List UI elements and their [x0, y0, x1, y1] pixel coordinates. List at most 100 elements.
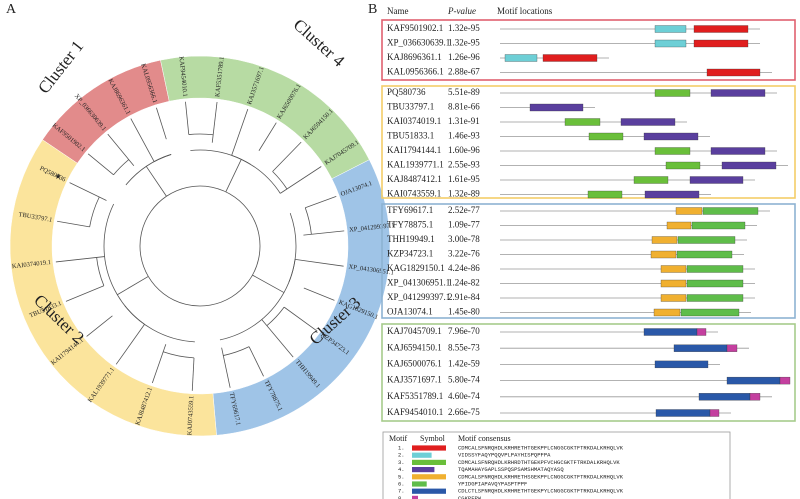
p-value: 4.60e-74 [448, 391, 480, 401]
motif-block [698, 393, 751, 401]
branch [258, 122, 277, 151]
sequence-name: TBU51833.1 [387, 131, 434, 141]
branch-arc [139, 195, 167, 277]
motif-block [633, 176, 669, 184]
branch-arc [163, 351, 195, 359]
motif-consensus: VIDSSYFAQYPQQVPLPAYHISPQPFPA [458, 452, 551, 459]
p-value: 5.80e-74 [448, 375, 480, 385]
motif-block [680, 308, 740, 317]
motif-block [660, 265, 687, 273]
sequence-name: THH19949.1 [387, 234, 435, 244]
motif-block [689, 176, 744, 184]
branch-arc [231, 154, 251, 165]
motif-block [654, 360, 709, 369]
branch-arc [103, 203, 195, 343]
p-value: 1.46e-93 [448, 131, 480, 141]
branch [185, 101, 190, 135]
branch [151, 344, 167, 384]
sequence-name: KAL0956366.1 [387, 67, 444, 77]
motif-consensus: CGKPFPW [458, 495, 482, 499]
motif-symbol [412, 445, 446, 451]
motif-consensus: CDMCALSFNRQHDLKRHRDTHTGEKPFVCHGCGKTFTRKD… [458, 459, 620, 466]
motif-consensus: TQAMAHAYGAPLSSPQSPSAMSHMATAQYASQ [458, 466, 564, 473]
p-value: 1.31e-91 [448, 116, 480, 126]
branch [117, 276, 149, 296]
motif-block [686, 279, 744, 288]
branch [65, 285, 105, 302]
sequence-name: XP_041299397.1 [387, 292, 450, 302]
motif-consensus: YPIDGPIAPAVQYPASPTPPF [458, 480, 527, 487]
branch [225, 159, 242, 193]
p-value: 2.66e-75 [448, 407, 480, 417]
cluster-band [160, 55, 370, 180]
sequence-name: KAI0374019.1 [387, 116, 441, 126]
motif-block [654, 147, 691, 155]
branch [272, 141, 302, 172]
p-value: 1.24e-82 [448, 278, 480, 288]
motif-block [696, 328, 707, 336]
p-value: 1.42e-59 [448, 358, 480, 368]
motif-block [654, 39, 687, 48]
motif-block [665, 161, 701, 170]
legend-header: Symbol [420, 434, 446, 443]
motif-block [654, 25, 687, 33]
sequence-name: KAJ3571697.1 [387, 375, 442, 385]
motif-block [654, 89, 691, 97]
sequence-name: KAJ7045709.1 [387, 326, 442, 336]
sequence-name: TBU33797.1 [387, 102, 434, 112]
sequence-name: OJA13074.1 [387, 307, 433, 317]
p-value: 4.24e-86 [448, 263, 480, 273]
motif-block [620, 118, 676, 126]
motif-panel: Name P-value Motif locations KAF9501902.1 1.… [381, 6, 796, 499]
sequence-name: KAF5351789.1 [387, 391, 443, 401]
motif-number: 2. [398, 452, 405, 459]
leaf-label: KAF9454010.1 [177, 56, 188, 97]
motif-block [660, 279, 687, 288]
sequence-name: KAJ8487412.1 [387, 174, 442, 184]
motif-block [726, 344, 738, 352]
motif-block [542, 54, 598, 62]
motif-block [706, 68, 761, 77]
motif-block [588, 132, 624, 141]
sequence-name: KAL1939771.1 [387, 160, 444, 170]
branch-arc [124, 305, 145, 325]
leaf-label: XP_041299397.1 [349, 222, 395, 234]
p-value: 1.60e-96 [448, 145, 480, 155]
motif-number: 6. [398, 480, 405, 487]
sequence-name: XP_041306951.1 [387, 278, 450, 288]
group-box [381, 323, 796, 422]
motif-block [677, 236, 736, 244]
motif-number: 4. [398, 466, 405, 473]
sequence-name: KZP34723.1 [387, 249, 433, 259]
branch [252, 274, 285, 293]
branch [303, 287, 335, 301]
branch [305, 196, 337, 209]
column-header: Motif locations [497, 6, 553, 16]
motif-symbol [412, 467, 435, 473]
branch [156, 107, 167, 140]
sequence-name: PQ580736 [387, 87, 426, 97]
motif-block [726, 376, 781, 385]
p-value: 1.26e-96 [448, 52, 480, 62]
group-box [381, 203, 796, 319]
branch-arc [89, 196, 100, 227]
motif-number: 5. [398, 473, 405, 480]
p-value: 1.45e-80 [448, 307, 480, 317]
column-header: Name [387, 6, 409, 16]
legend-header: Motif consensus [458, 434, 511, 443]
sequence-name: KAG1829150.1 [387, 263, 445, 273]
p-value: 7.96e-70 [448, 326, 480, 336]
leaf-label: KAJ0743559.1 [186, 396, 195, 436]
motif-block [644, 190, 700, 199]
branch [57, 220, 90, 228]
motif-block [587, 190, 623, 199]
motif-block [710, 147, 766, 155]
branch [145, 166, 167, 197]
marker-star: ★ [55, 172, 62, 181]
cluster-label: Cluster 4 [290, 15, 349, 71]
branch [69, 182, 107, 201]
motif-symbol [412, 452, 432, 458]
p-value: 2.88e-67 [448, 67, 480, 77]
motif-consensus: CDMCALSFNRQHDLKRHRETHSGEKPFLCNGGCGKTFTRK… [458, 473, 624, 480]
sequence-name: KAJ6594150.1 [387, 342, 442, 352]
